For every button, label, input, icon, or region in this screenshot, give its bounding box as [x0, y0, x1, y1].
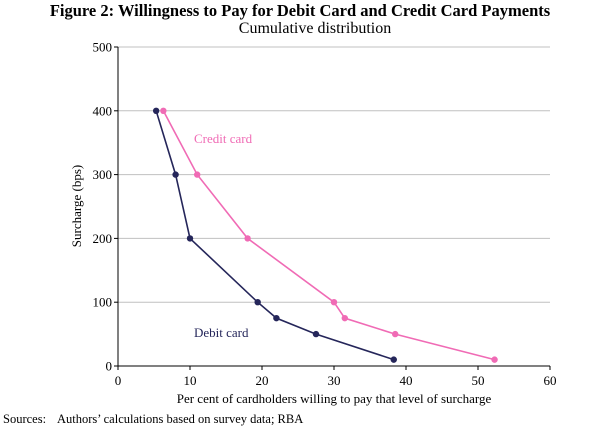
x-tick-label: 20 — [256, 373, 269, 388]
data-point-debit-card — [254, 299, 261, 306]
y-tick-label: 400 — [93, 103, 113, 118]
x-tick-label: 60 — [544, 373, 557, 388]
source-label: Sources: — [3, 412, 47, 426]
data-point-credit-card — [160, 107, 167, 115]
x-axis-label: Per cent of cardholders willing to pay t… — [177, 391, 492, 406]
data-point-debit-card — [312, 330, 320, 338]
data-point-credit-card — [392, 330, 399, 338]
y-tick-label: 100 — [93, 295, 113, 310]
y-tick-label: 300 — [93, 167, 113, 182]
data-point-debit-card — [172, 171, 179, 178]
data-point-credit-card — [244, 235, 251, 242]
data-point-credit-card — [341, 314, 348, 322]
data-point-debit-card — [186, 235, 194, 242]
series-label-debit-card: Debit card — [194, 325, 249, 340]
source-text: Authors’ calculations based on survey da… — [57, 412, 304, 426]
series-label-credit-card: Credit card — [194, 131, 253, 146]
source-note: Sources: Authors’ calculations based on s… — [3, 412, 303, 427]
data-point-debit-card — [390, 356, 397, 363]
y-tick-label: 0 — [106, 359, 113, 374]
data-point-credit-card — [194, 171, 201, 178]
y-tick-label: 200 — [93, 231, 113, 246]
y-tick-label: 500 — [93, 40, 113, 55]
x-tick-label: 50 — [472, 373, 485, 388]
data-point-credit-card — [330, 299, 338, 306]
chart-title: Figure 2: Willingness to Pay for Debit C… — [49, 1, 551, 20]
chart-svg: 0 100 200 300 400 500 0 10 20 30 40 50 60 Per cent o… — [69, 40, 557, 407]
data-point-debit-card — [273, 314, 280, 322]
y-axis-label: Surcharge (bps) — [69, 165, 84, 247]
grid-lines — [118, 46, 550, 303]
data-point-credit-card — [491, 356, 498, 363]
x-tick-label: 0 — [115, 373, 122, 388]
x-tick-label: 10 — [184, 373, 197, 388]
data-point-debit-card — [152, 107, 160, 115]
series-line-credit-card — [162, 110, 495, 361]
chart-subtitle: Cumulative distribution — [238, 20, 392, 37]
axes — [114, 46, 551, 370]
tick-labels: 0 100 200 300 400 500 0 10 20 30 40 50 60 — [93, 40, 557, 389]
x-tick-label: 40 — [400, 373, 413, 388]
x-tick-label: 30 — [328, 373, 341, 388]
series-group — [152, 107, 498, 363]
